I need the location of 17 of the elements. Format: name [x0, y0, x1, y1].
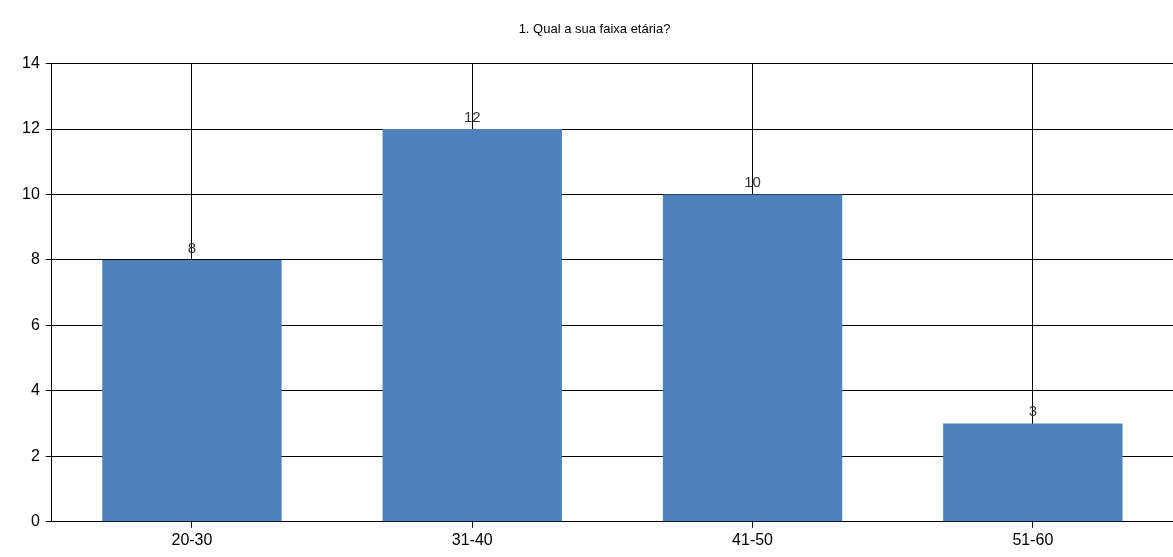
x-tick-label: 41-50 [732, 530, 774, 548]
y-tick-label: 4 [30, 381, 40, 399]
bar [382, 129, 562, 522]
x-tick-label: 31-40 [451, 530, 493, 548]
chart-title: 1. Qual a sua faixa etária? [518, 21, 671, 37]
y-tick-label: 6 [30, 315, 40, 333]
bar [102, 259, 282, 522]
y-tick-label: 10 [22, 184, 40, 202]
y-tick-label: 12 [22, 119, 40, 137]
y-tick-label: 0 [30, 512, 40, 530]
y-tick-label: 2 [30, 446, 40, 464]
x-tick-label: 20-30 [171, 530, 213, 548]
bar [662, 194, 843, 522]
x-tick-label: 51-60 [1012, 530, 1054, 548]
bar [943, 423, 1123, 522]
y-tick-label: 8 [30, 250, 40, 268]
y-tick-label: 14 [22, 54, 40, 72]
